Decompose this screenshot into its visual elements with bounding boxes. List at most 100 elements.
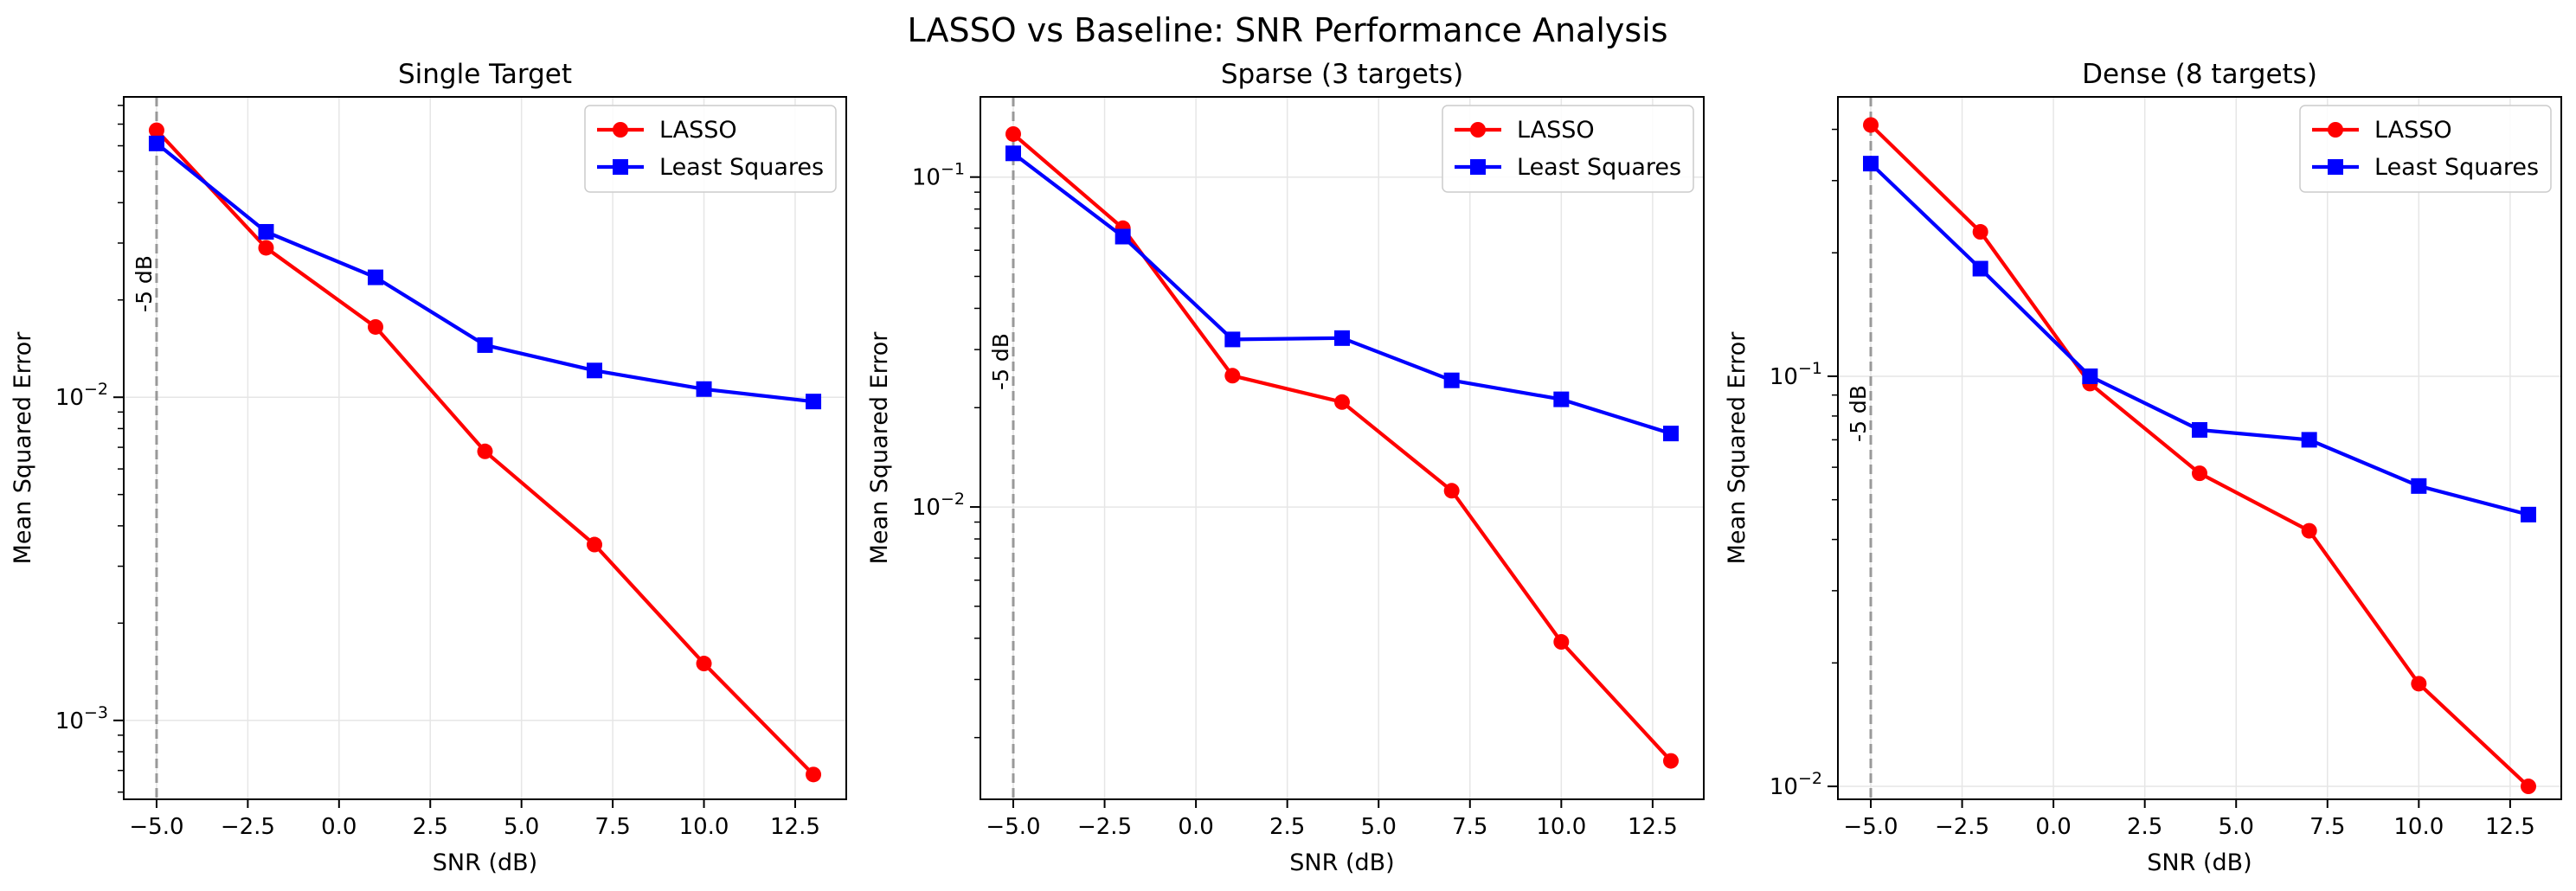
x-tick-label: 7.5 [594,814,630,840]
data-point-lasso [1224,368,1241,384]
data-point-lasso [696,656,712,672]
x-axis-label: SNR (dB) [1289,849,1394,876]
legend-marker-lasso [613,122,628,138]
legend-box [584,105,837,193]
legend-marker-least-squares [1470,159,1486,175]
y-axis-label: Mean Squared Error [10,331,36,565]
data-point-least-squares [477,337,493,353]
subplot-2: -5 dB −5.0 −2.5 0.0 2.5 5.0 7.5 10.0 12.5 10−1 10−… [866,59,1705,876]
data-point-lasso [1663,753,1679,769]
y-tick-label: 10−2 [1770,769,1822,800]
data-point-lasso [367,318,383,335]
data-point-least-squares [1005,145,1021,162]
data-point-least-squares [1115,228,1131,245]
data-point-lasso [1553,634,1570,651]
legend-label-lasso: LASSO [1517,117,1595,144]
axes-frame [1837,96,2562,800]
data-point-least-squares [2301,432,2317,448]
series-line-least-squares [1012,151,1672,436]
subplot-3: -5 dB −5.0 −2.5 0.0 2.5 5.0 7.5 10.0 12.5 10−1 10−… [1724,59,2562,876]
subplot-grid: -5 dB −5.0 −2.5 0.0 2.5 5.0 7.5 10.0 12.5 10−2 10−… [10,59,2562,876]
data-point-least-squares [1663,426,1679,442]
data-point-lasso [477,443,493,459]
legend-label-least-squares: Least Squares [659,154,824,181]
legend-label-least-squares: Least Squares [1517,154,1681,181]
y-tick-label: 10−2 [55,380,108,411]
y-tick-label: 10−3 [55,703,108,734]
legend: LASSO Least Squares [584,105,837,193]
data-point-least-squares [587,362,603,379]
data-point-least-squares [1443,372,1460,388]
data-point-least-squares [1553,391,1570,407]
data-point-lasso [587,536,603,553]
x-tick-label: −5.0 [986,814,1040,840]
data-point-least-squares [1224,331,1241,348]
data-point-least-squares [696,381,712,397]
legend-label-lasso: LASSO [659,117,737,144]
x-tick-label: 12.5 [770,814,820,840]
reference-line-label: -5 dB [132,255,157,312]
x-tick-label: −2.5 [1077,814,1132,840]
data-point-least-squares [2411,478,2427,494]
y-tick-label: 10−2 [912,490,965,521]
x-tick-label: 7.5 [1452,814,1487,840]
legend: LASSO Least Squares [1442,105,1694,193]
data-point-lasso [1972,224,1988,240]
data-point-lasso [1005,125,1021,142]
x-tick-label: 2.5 [413,814,448,840]
x-tick-label: −2.5 [221,814,275,840]
data-point-least-squares [806,394,822,410]
x-axis-label: SNR (dB) [2147,849,2252,876]
subplot-title: Sparse (3 targets) [1221,59,1463,90]
legend: LASSO Least Squares [2299,105,2552,193]
x-tick-label: −2.5 [1935,814,1989,840]
data-point-lasso [148,122,164,138]
x-tick-label: 5.0 [504,814,539,840]
data-point-lasso [2192,465,2207,482]
data-point-lasso [2301,522,2317,539]
data-point-least-squares [1334,330,1350,346]
y-tick-label: 10−1 [1770,359,1822,390]
data-point-least-squares [2082,368,2098,384]
x-tick-label: 2.5 [1269,814,1305,840]
axes-frame [123,96,847,800]
x-axis-label: SNR (dB) [433,849,537,876]
x-tick-label: 5.0 [2219,814,2254,840]
y-tick-label: 10−1 [912,160,965,191]
legend-label-lasso: LASSO [2374,117,2452,144]
x-tick-label: 2.5 [2127,814,2162,840]
x-tick-label: 0.0 [2035,814,2071,840]
data-point-lasso [1334,394,1350,410]
x-tick-label: 10.0 [1536,814,1586,840]
x-tick-label: 10.0 [2393,814,2444,840]
y-axis-label: Mean Squared Error [1724,331,1751,565]
series-line-lasso [1869,123,2530,788]
x-tick-label: 7.5 [2309,814,2345,840]
x-tick-label: −5.0 [1843,814,1898,840]
data-point-lasso [258,240,274,256]
data-point-lasso [2411,676,2427,692]
data-point-least-squares [1863,156,1879,172]
data-point-least-squares [148,135,164,151]
legend-label-least-squares: Least Squares [2374,154,2539,181]
data-point-least-squares [2192,421,2207,438]
legend-marker-lasso [1470,122,1486,138]
reference-line-label: -5 dB [1846,385,1871,442]
x-tick-label: 10.0 [679,814,729,840]
legend-box [1442,105,1694,193]
data-point-lasso [806,766,822,783]
legend-box [2299,105,2552,193]
data-point-least-squares [1972,260,1988,277]
legend-marker-least-squares [2328,159,2343,175]
x-tick-label: 0.0 [321,814,357,840]
series-line-least-squares [1869,162,2529,516]
x-tick-label: 5.0 [1361,814,1397,840]
subplot-title: Single Target [398,59,572,90]
legend-marker-lasso [2328,122,2343,138]
x-tick-label: 0.0 [1178,814,1213,840]
subplot-1: -5 dB −5.0 −2.5 0.0 2.5 5.0 7.5 10.0 12.5 10−2 10−… [10,59,847,876]
axes-frame [980,96,1705,800]
data-point-least-squares [258,223,274,240]
x-tick-label: 12.5 [2485,814,2535,840]
